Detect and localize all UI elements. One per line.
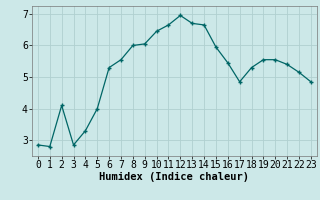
X-axis label: Humidex (Indice chaleur): Humidex (Indice chaleur) [100, 172, 249, 182]
